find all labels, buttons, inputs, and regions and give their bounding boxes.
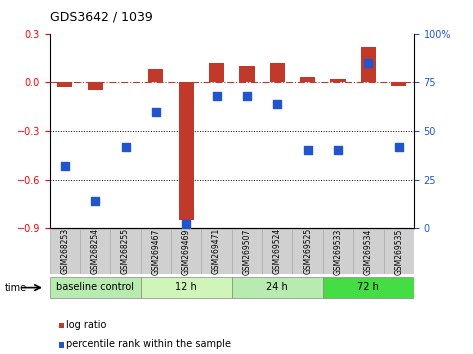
Bar xyxy=(262,229,292,274)
Bar xyxy=(292,229,323,274)
Text: baseline control: baseline control xyxy=(56,282,134,292)
Text: log ratio: log ratio xyxy=(66,320,106,330)
Point xyxy=(304,148,311,153)
Bar xyxy=(110,229,140,274)
Text: GSM268255: GSM268255 xyxy=(121,228,130,274)
Bar xyxy=(300,78,315,82)
Bar xyxy=(384,229,414,274)
Text: GSM269525: GSM269525 xyxy=(303,228,312,274)
Bar xyxy=(171,229,201,274)
Text: GDS3642 / 1039: GDS3642 / 1039 xyxy=(50,11,152,24)
Point xyxy=(243,93,251,99)
Text: GSM268253: GSM268253 xyxy=(61,228,70,274)
Bar xyxy=(353,229,384,274)
Text: percentile rank within the sample: percentile rank within the sample xyxy=(66,339,231,349)
Bar xyxy=(323,277,414,298)
Point xyxy=(334,148,342,153)
Point xyxy=(273,101,281,107)
Text: GSM269534: GSM269534 xyxy=(364,228,373,275)
Bar xyxy=(270,63,285,82)
Bar xyxy=(361,47,376,82)
Text: GSM268254: GSM268254 xyxy=(91,228,100,274)
Bar xyxy=(331,79,346,82)
Bar xyxy=(201,229,232,274)
Point xyxy=(213,93,220,99)
Bar xyxy=(50,229,80,274)
Point xyxy=(183,222,190,227)
Point xyxy=(395,144,403,149)
Bar xyxy=(57,82,72,87)
Point xyxy=(152,109,160,114)
Text: time: time xyxy=(5,282,27,293)
Text: 12 h: 12 h xyxy=(175,282,197,292)
Bar xyxy=(391,82,406,86)
Bar xyxy=(50,277,141,298)
Bar xyxy=(323,229,353,274)
Bar xyxy=(140,277,232,298)
Bar xyxy=(209,63,224,82)
Text: GSM269471: GSM269471 xyxy=(212,228,221,274)
Bar xyxy=(232,229,262,274)
Point xyxy=(122,144,129,149)
Bar xyxy=(239,66,254,82)
Text: GSM269507: GSM269507 xyxy=(243,228,252,275)
Bar xyxy=(88,82,103,90)
Text: GSM269535: GSM269535 xyxy=(394,228,403,275)
Bar xyxy=(140,229,171,274)
Text: GSM269467: GSM269467 xyxy=(151,228,160,275)
Point xyxy=(91,198,99,204)
Text: 72 h: 72 h xyxy=(358,282,379,292)
Bar xyxy=(80,229,110,274)
Text: 24 h: 24 h xyxy=(266,282,288,292)
Bar xyxy=(232,277,323,298)
Point xyxy=(61,163,69,169)
Point xyxy=(365,60,372,66)
Text: GSM269469: GSM269469 xyxy=(182,228,191,275)
Bar xyxy=(179,82,194,220)
Text: GSM269524: GSM269524 xyxy=(273,228,282,274)
Text: GSM269533: GSM269533 xyxy=(333,228,342,275)
Bar xyxy=(149,69,164,82)
